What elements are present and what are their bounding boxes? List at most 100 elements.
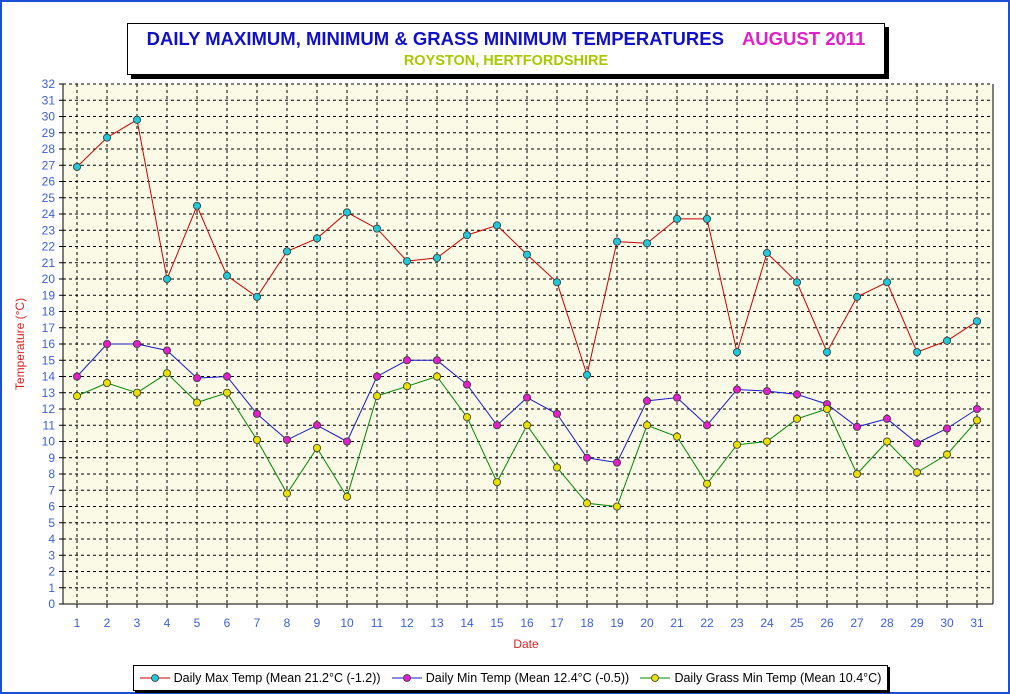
data-point-series-3 [252, 435, 261, 444]
data-point-series-1 [583, 370, 592, 379]
data-point-series-3 [73, 391, 82, 400]
y-tick-label: 4 [48, 532, 55, 546]
y-tick-label: 19 [42, 288, 56, 302]
data-point-series-3 [913, 468, 922, 477]
y-tick-label: 20 [42, 272, 56, 286]
y-axis-label: Temperature (°C) [13, 298, 27, 390]
data-point-series-3 [973, 416, 982, 425]
x-tick-label: 3 [134, 616, 141, 630]
data-point-series-3 [943, 450, 952, 459]
data-point-series-3 [763, 437, 772, 446]
x-tick-label: 11 [371, 616, 384, 630]
data-point-series-2 [103, 339, 112, 348]
y-tick-label: 24 [42, 207, 56, 221]
data-point-series-1 [793, 278, 802, 287]
legend-swatch-2 [391, 674, 422, 682]
data-point-series-2 [943, 424, 952, 433]
data-point-series-2 [673, 393, 682, 402]
grid [63, 83, 993, 604]
data-point-series-3 [132, 388, 141, 397]
data-point-series-1 [342, 208, 351, 217]
y-tick-label: 21 [42, 256, 56, 270]
data-point-series-1 [553, 278, 562, 287]
legend-item-1: Daily Max Temp (Mean 21.2°C (-1.2)) [139, 671, 381, 685]
data-point-series-2 [523, 393, 532, 402]
data-point-series-3 [523, 421, 532, 430]
data-point-series-3 [402, 382, 411, 391]
legend-label-3: Daily Grass Min Temp (Mean 10.4°C) [674, 671, 882, 685]
y-tick-label: 17 [42, 321, 56, 335]
x-tick-label: 4 [164, 616, 171, 630]
y-tick-label: 5 [48, 516, 55, 530]
data-point-series-2 [883, 414, 892, 423]
data-point-series-1 [943, 336, 952, 345]
data-point-series-2 [913, 439, 922, 448]
data-point-series-2 [192, 374, 201, 383]
x-tick-label: 7 [254, 616, 261, 630]
data-point-series-2 [402, 356, 411, 365]
data-point-series-1 [402, 257, 411, 266]
data-point-series-2 [282, 435, 291, 444]
data-point-series-2 [613, 458, 622, 467]
data-point-series-1 [733, 348, 742, 357]
legend-swatch-1 [139, 674, 170, 682]
data-point-series-1 [73, 162, 82, 171]
x-tick-label: 24 [760, 616, 774, 630]
data-point-series-3 [282, 489, 291, 498]
data-point-series-3 [733, 440, 742, 449]
x-tick-label: 25 [790, 616, 804, 630]
y-tick-label: 13 [42, 386, 56, 400]
y-tick-label: 15 [42, 353, 56, 367]
x-tick-label: 26 [820, 616, 834, 630]
x-tick-label: 5 [194, 616, 201, 630]
data-point-series-2 [733, 385, 742, 394]
data-point-series-2 [703, 421, 712, 430]
data-point-series-2 [643, 396, 652, 405]
data-point-series-2 [162, 346, 171, 355]
series-layer [73, 115, 982, 511]
x-tick-label: 29 [910, 616, 924, 630]
legend-item-2: Daily Min Temp (Mean 12.4°C (-0.5)) [391, 671, 629, 685]
chart-title: DAILY MAXIMUM, MINIMUM & GRASS MINIMUM T… [146, 28, 724, 49]
chart-month: AUGUST 2011 [741, 28, 866, 49]
x-tick-label: 19 [610, 616, 624, 630]
x-tick-label: 27 [850, 616, 864, 630]
x-tick-label: 1 [74, 616, 81, 630]
data-point-series-1 [282, 247, 291, 256]
data-point-series-2 [73, 372, 82, 381]
data-point-series-1 [192, 201, 201, 210]
x-tick-label: 28 [880, 616, 894, 630]
data-point-series-2 [432, 356, 441, 365]
data-point-series-2 [252, 409, 261, 418]
x-tick-label: 30 [940, 616, 954, 630]
data-point-series-1 [372, 224, 381, 233]
x-tick-label: 15 [490, 616, 504, 630]
y-tick-label: 23 [42, 223, 56, 237]
data-point-series-3 [192, 398, 201, 407]
data-point-series-1 [132, 115, 141, 124]
y-tick-label: 25 [42, 191, 56, 205]
y-tick-label: 11 [43, 418, 56, 432]
data-point-series-2 [973, 404, 982, 413]
y-tick-label: 0 [48, 597, 55, 611]
x-tick-label: 17 [550, 616, 564, 630]
y-tick-label: 8 [48, 467, 55, 481]
y-tick-label: 7 [48, 483, 55, 497]
y-tick-label: 27 [42, 158, 56, 172]
data-point-series-3 [823, 404, 832, 413]
data-point-series-3 [462, 413, 471, 422]
y-tick-label: 29 [42, 126, 56, 140]
data-point-series-3 [162, 369, 171, 378]
data-point-series-2 [222, 372, 231, 381]
legend-label-1: Daily Max Temp (Mean 21.2°C (-1.2)) [173, 671, 381, 685]
y-tick-label: 9 [48, 451, 55, 465]
x-tick-label: 2 [104, 616, 111, 630]
data-point-series-1 [162, 274, 171, 283]
data-point-series-1 [973, 317, 982, 326]
y-tick-label: 32 [42, 77, 56, 91]
x-axis-label: Date [513, 637, 539, 651]
data-point-series-2 [853, 422, 862, 431]
data-point-series-3 [793, 414, 802, 423]
